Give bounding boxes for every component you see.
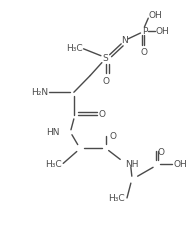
Text: HN: HN — [46, 128, 59, 137]
Text: H₃C: H₃C — [66, 44, 83, 53]
Text: O: O — [99, 110, 106, 119]
Text: P: P — [142, 27, 147, 36]
Text: H₃C: H₃C — [108, 194, 125, 203]
Text: O: O — [158, 148, 165, 157]
Text: N: N — [121, 36, 127, 45]
Text: O: O — [110, 132, 117, 141]
Text: H₃C: H₃C — [45, 160, 61, 169]
Text: H₂N: H₂N — [31, 88, 48, 97]
Text: OH: OH — [156, 27, 170, 36]
Text: O: O — [141, 48, 148, 57]
Text: O: O — [102, 77, 109, 86]
Text: OH: OH — [148, 11, 162, 20]
Text: NH: NH — [125, 160, 138, 169]
Text: OH: OH — [173, 160, 187, 169]
Text: S: S — [103, 54, 109, 63]
